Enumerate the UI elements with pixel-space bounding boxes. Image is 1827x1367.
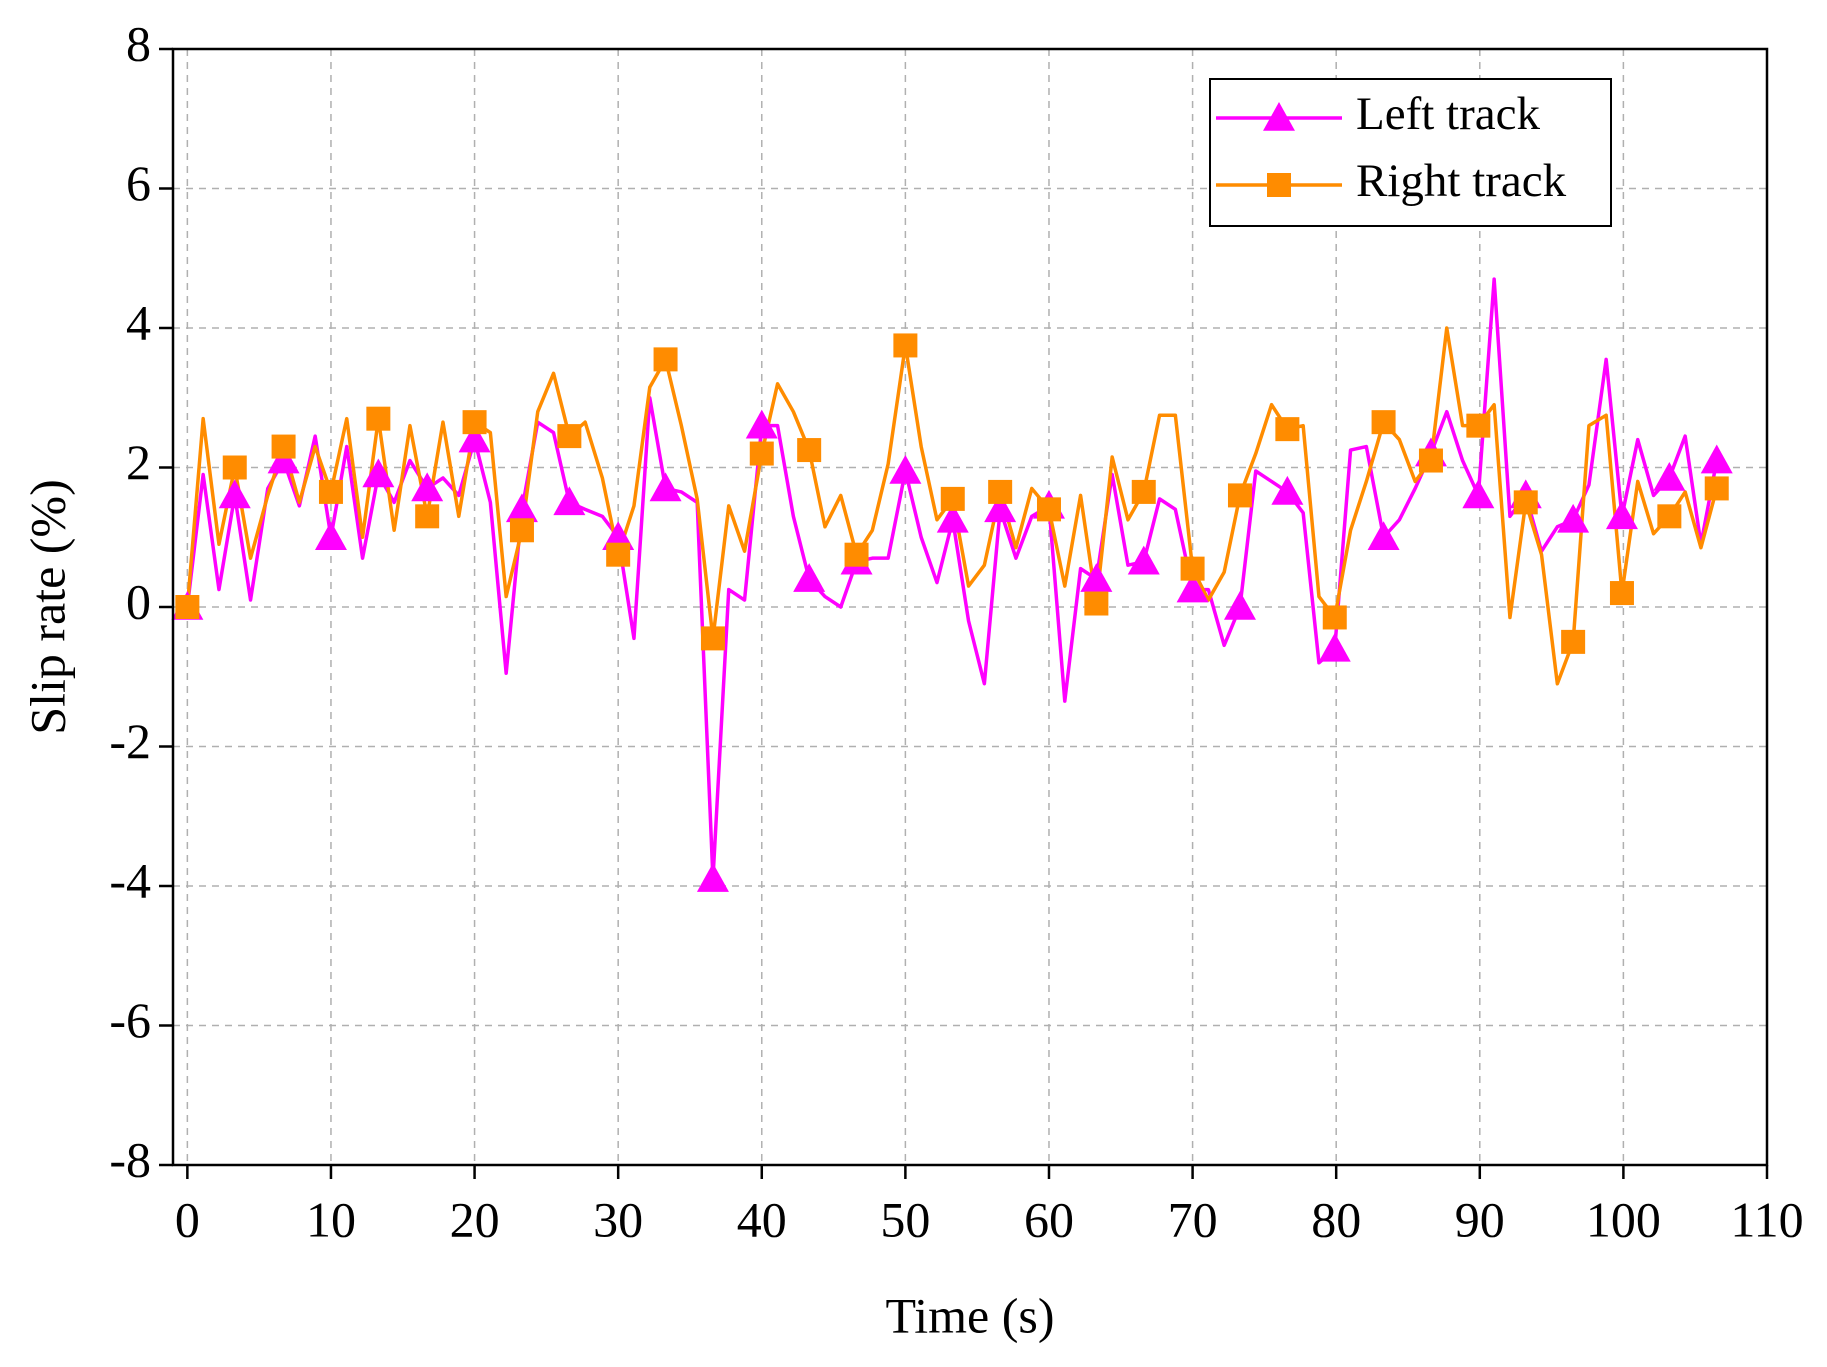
legend-box — [1209, 78, 1612, 227]
data-point — [1557, 503, 1590, 533]
x-tick-label: 40 — [737, 1191, 787, 1247]
y-tick-label: -6 — [109, 992, 151, 1048]
y-tick-label: -4 — [109, 852, 151, 908]
data-point — [889, 454, 922, 484]
data-point — [1700, 444, 1733, 474]
data-point — [557, 424, 582, 449]
data-point — [749, 441, 774, 466]
series-line — [185, 277, 1719, 881]
data-point — [893, 333, 918, 358]
data-point — [1223, 591, 1256, 620]
data-point — [1371, 410, 1396, 435]
legend-label: Left track — [1356, 88, 1540, 140]
data-point — [1704, 476, 1729, 501]
x-tick-label: 70 — [1168, 1191, 1218, 1247]
data-point — [1561, 629, 1586, 654]
data-point — [1318, 632, 1351, 662]
y-tick-label: 4 — [126, 294, 151, 350]
data-point — [1322, 605, 1347, 630]
data-point — [267, 444, 300, 474]
x-tick-label: 60 — [1024, 1191, 1074, 1247]
data-point — [844, 542, 869, 567]
x-tick-label: 20 — [450, 1191, 500, 1247]
data-point — [366, 406, 391, 431]
x-tick-label: 10 — [306, 1191, 356, 1247]
data-point — [940, 486, 965, 511]
data-point — [1653, 461, 1686, 491]
legend: Left track Right track — [1209, 78, 1612, 227]
data-point — [1131, 479, 1156, 504]
y-tick-label: 8 — [126, 15, 151, 71]
x-tick-label: 80 — [1311, 1191, 1361, 1247]
data-point — [1180, 556, 1205, 581]
data-point — [1227, 483, 1252, 508]
data-point — [1367, 521, 1400, 551]
y-tick-label: 2 — [126, 434, 151, 490]
data-point — [1036, 497, 1061, 522]
data-point — [415, 504, 440, 529]
data-point — [1418, 448, 1443, 473]
y-tick-label: -8 — [109, 1131, 151, 1187]
data-point — [984, 493, 1017, 523]
data-point — [1271, 475, 1304, 505]
data-point — [793, 563, 826, 592]
data-point — [1127, 545, 1160, 575]
data-point — [988, 479, 1013, 504]
y-tick-label: 0 — [126, 573, 151, 629]
data-point — [505, 493, 538, 523]
data-point — [1513, 490, 1538, 515]
data-point — [314, 521, 347, 551]
data-point — [318, 479, 343, 504]
data-point — [362, 458, 395, 488]
data-point — [1462, 479, 1495, 509]
data-point — [606, 542, 631, 567]
legend-marker — [1267, 173, 1291, 197]
x-axis-title: Time (s) — [885, 1287, 1054, 1343]
y-tick-label: -2 — [109, 713, 151, 769]
data-point — [1176, 573, 1209, 603]
data-point — [458, 423, 491, 453]
data-point — [1657, 504, 1682, 529]
data-point — [271, 434, 296, 459]
x-tick-label: 30 — [593, 1191, 643, 1247]
x-tick-label: 90 — [1455, 1191, 1505, 1247]
y-axis-title: Slip rate (%) — [19, 479, 75, 734]
legend-label: Right track — [1356, 155, 1567, 207]
data-point — [462, 410, 487, 435]
data-point — [175, 595, 200, 619]
data-point — [700, 626, 725, 651]
data-point — [936, 503, 969, 533]
data-point — [653, 347, 678, 372]
x-tick-label: 50 — [880, 1191, 930, 1247]
x-tick-label: 0 — [175, 1191, 200, 1247]
data-point — [696, 863, 729, 892]
data-point — [649, 472, 682, 502]
data-point — [745, 409, 778, 439]
data-point — [1605, 500, 1638, 530]
plot-frame — [171, 47, 1769, 1167]
data-point — [1609, 581, 1634, 606]
data-point — [1466, 413, 1491, 438]
data-point — [1080, 563, 1113, 592]
y-tick-label: 6 — [126, 155, 151, 211]
data-point — [797, 438, 822, 463]
data-point — [1084, 591, 1109, 616]
legend-marker — [1263, 102, 1295, 131]
data-point — [218, 479, 251, 509]
data-point — [1275, 417, 1300, 442]
data-point — [411, 472, 444, 502]
x-tick-label: 110 — [1730, 1191, 1803, 1247]
data-point — [222, 455, 247, 480]
data-point — [509, 518, 534, 543]
data-point — [553, 486, 586, 516]
x-tick-label: 100 — [1586, 1191, 1661, 1247]
